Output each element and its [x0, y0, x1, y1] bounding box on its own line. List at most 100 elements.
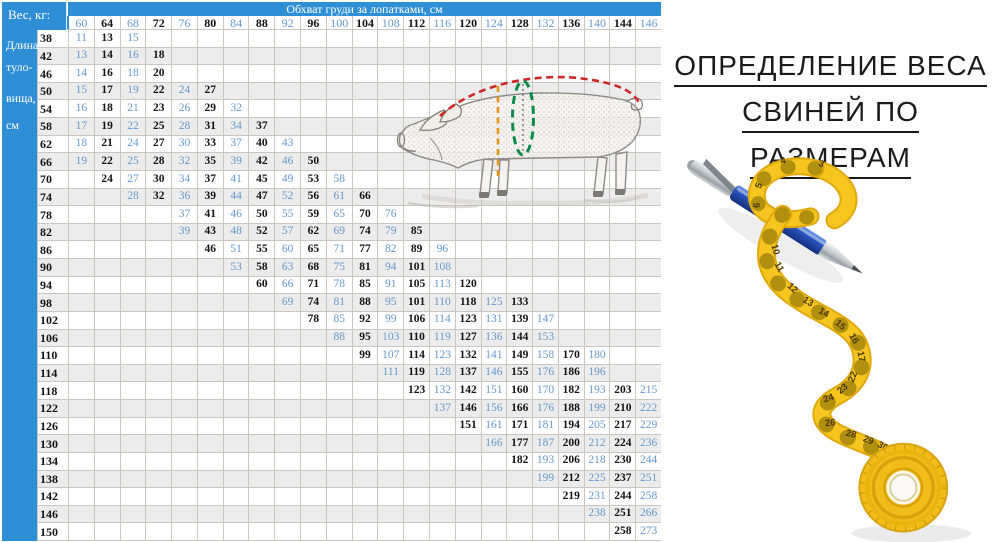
weight-cell: 35 [197, 153, 224, 171]
weight-cell [275, 435, 302, 453]
weight-cell: 182 [558, 382, 585, 401]
col-header-92: 92 [275, 16, 302, 30]
weight-cell [249, 523, 276, 541]
weight-cell [249, 364, 276, 383]
tape-number: 28 [845, 428, 858, 441]
weight-cell [584, 206, 611, 224]
weight-cell [120, 294, 147, 312]
weight-cell [481, 65, 508, 83]
weight-cell [378, 153, 405, 171]
weight-cell [275, 65, 302, 83]
weight-cell: 120 [455, 276, 482, 295]
weight-cell [533, 118, 559, 136]
weight-cell [455, 82, 482, 101]
col-header-84: 84 [223, 16, 250, 30]
weight-cell [584, 135, 611, 154]
weight-cell: 91 [378, 276, 405, 295]
weight-cell: 131 [481, 311, 508, 330]
weight-cell: 37 [172, 206, 198, 224]
weight-cell: 181 [533, 417, 559, 436]
weight-cell [507, 30, 534, 48]
weight-cell [481, 82, 508, 101]
weight-cell: 258 [636, 488, 662, 506]
weight-cell [197, 259, 224, 277]
weight-cell: 125 [481, 294, 508, 312]
weight-cell [301, 135, 327, 154]
weight-cell [533, 30, 559, 48]
weight-cell: 69 [275, 294, 302, 312]
weight-cell: 32 [172, 153, 198, 171]
weight-cell [120, 223, 147, 242]
weight-cell [69, 170, 95, 189]
weight-cell: 132 [429, 382, 456, 401]
weight-cell [223, 382, 250, 401]
weight-cell: 203 [610, 382, 637, 401]
weight-cell [584, 311, 611, 330]
weight-cell [533, 47, 559, 66]
weight-cell: 132 [455, 347, 482, 365]
weight-cell [610, 294, 637, 312]
weight-cell [172, 470, 198, 489]
weight-cell [533, 488, 559, 506]
weight-cell [94, 311, 121, 330]
weight-cell [558, 100, 585, 119]
weight-cell: 69 [326, 223, 353, 242]
weight-cell: 151 [455, 417, 482, 436]
weight-cell [558, 135, 585, 154]
weight-cell [223, 452, 250, 471]
weight-cell [610, 82, 637, 101]
weight-cell: 217 [610, 417, 637, 436]
weight-cell: 137 [429, 400, 456, 418]
weight-cell [223, 470, 250, 489]
weight-cell: 39 [197, 188, 224, 207]
weight-cell [507, 153, 534, 171]
weight-cell [249, 417, 276, 436]
weight-cell [481, 223, 508, 242]
weight-cell: 18 [69, 135, 95, 154]
weight-cell [249, 382, 276, 401]
row-header-74: 74 [38, 188, 69, 207]
weight-cell: 273 [636, 523, 662, 541]
weight-cell [584, 188, 611, 207]
weight-cell [404, 523, 430, 541]
weight-cell [455, 135, 482, 154]
weight-cell: 229 [636, 417, 662, 436]
weight-cell: 43 [197, 223, 224, 242]
weight-cell: 24 [120, 135, 147, 154]
weight-cell: 30 [146, 170, 173, 189]
weight-cell [223, 400, 250, 418]
weight-cell [558, 259, 585, 277]
weight-cell: 219 [558, 488, 585, 506]
weight-cell [146, 311, 173, 330]
weight-cell [352, 47, 379, 66]
weight-cell [352, 417, 379, 436]
weight-cell [69, 505, 95, 524]
weight-cell: 81 [352, 259, 379, 277]
row-header-134: 134 [38, 452, 69, 471]
weight-cell: 196 [584, 364, 611, 383]
weight-cell: 180 [584, 347, 611, 365]
weight-cell [404, 153, 430, 171]
weight-cell [172, 276, 198, 295]
pen-with-measuring-tape: 345610111213141516172223242628293031 [687, 155, 972, 542]
weight-cell [120, 400, 147, 418]
tape-number: 11 [772, 260, 786, 274]
weight-cell [352, 170, 379, 189]
weight-cell: 210 [610, 400, 637, 418]
weight-cell [301, 382, 327, 401]
weight-cell [584, 259, 611, 277]
tape-number: 22 [846, 370, 860, 384]
weight-cell [172, 30, 198, 48]
weight-cell: 96 [429, 241, 456, 260]
weight-cell [584, 118, 611, 136]
col-header-124: 124 [481, 16, 508, 30]
weight-cell [197, 382, 224, 401]
weight-cell [455, 47, 482, 66]
weight-cell: 119 [404, 364, 430, 383]
row-header-70: 70 [38, 170, 69, 189]
weight-cell [455, 488, 482, 506]
measuring-tape-front [747, 157, 913, 484]
weight-cell [249, 470, 276, 489]
weight-cell: 222 [636, 400, 662, 418]
weight-cell [120, 329, 147, 348]
